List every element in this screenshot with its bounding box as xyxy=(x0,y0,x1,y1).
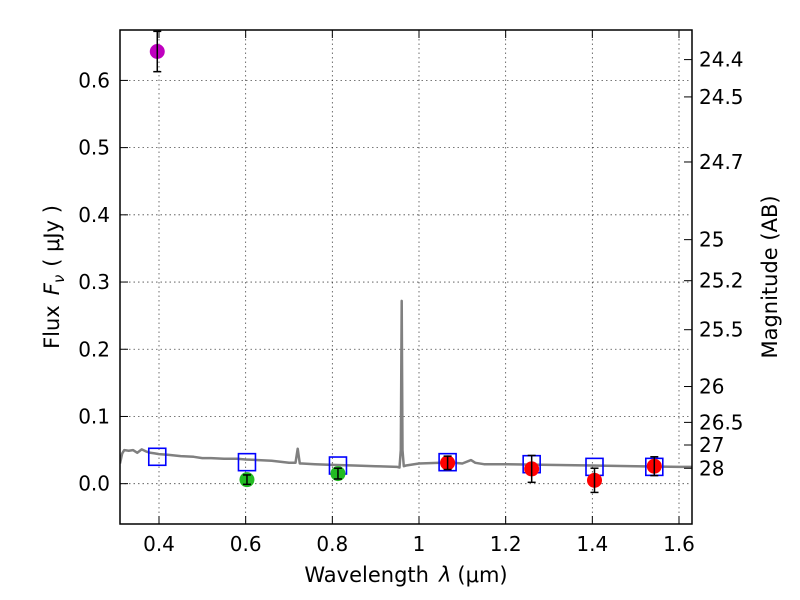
model-box-marker xyxy=(438,452,457,472)
y-tick-label: 0.5 xyxy=(78,136,110,160)
tick-layer: 0.4 0.6 0.8 1 1.2 1.4 1.6 0.0 0.1 0.2 0.3 0.4 0.5 0.6… xyxy=(78,30,744,556)
mag-tick-label: 25.5 xyxy=(699,318,744,342)
x-tick-label: 0.8 xyxy=(316,532,348,556)
y-tick-label: 0.6 xyxy=(78,68,110,92)
x-tick-label: 0.6 xyxy=(230,532,262,556)
mag-tick-label: 26 xyxy=(699,375,724,399)
x-tick-label: 1 xyxy=(413,532,426,556)
mag-tick-label: 27 xyxy=(699,433,724,457)
mag-tick-label: 24.7 xyxy=(699,150,744,174)
series-layer xyxy=(120,30,692,494)
model-spectrum-line xyxy=(120,299,692,469)
x-tick-label: 1.6 xyxy=(663,532,695,556)
mag-tick-label: 25.2 xyxy=(699,269,744,293)
y-tick-label: 0.4 xyxy=(78,203,110,227)
mag-tick-label: 24.4 xyxy=(699,48,744,72)
y-tick-label: 0.0 xyxy=(78,472,110,496)
y2-axis-label: Magnitude (AB) xyxy=(758,195,782,358)
y-axis-label: FluxFν( μJy ) xyxy=(40,205,68,349)
y-tick-label: 0.3 xyxy=(78,270,110,294)
mag-tick-label: 28 xyxy=(699,456,724,480)
grid-lines xyxy=(120,30,692,524)
y-tick-label: 0.2 xyxy=(78,337,110,361)
y-tick-label: 0.1 xyxy=(78,404,110,428)
mag-tick-label: 24.5 xyxy=(699,85,744,109)
x-tick-label: 0.4 xyxy=(143,532,175,556)
x-tick-label: 1.2 xyxy=(490,532,522,556)
x-axis-label: Wavelength λ (μm) xyxy=(304,563,507,587)
plot-frame xyxy=(119,29,693,525)
model-box-marker xyxy=(237,452,257,472)
mag-tick-label: 26.5 xyxy=(699,410,744,434)
x-tick-label: 1.4 xyxy=(576,532,608,556)
model-box-marker xyxy=(147,447,167,467)
mag-tick-label: 25 xyxy=(699,228,724,252)
